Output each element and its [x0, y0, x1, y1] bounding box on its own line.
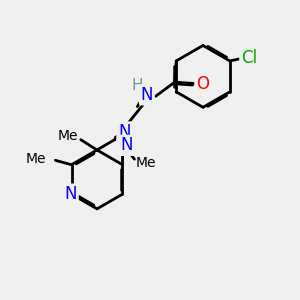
Text: N: N [140, 86, 153, 104]
Text: Me: Me [58, 129, 79, 143]
Text: N: N [121, 136, 133, 154]
Text: Cl: Cl [241, 49, 257, 67]
Text: Me: Me [136, 156, 156, 170]
Text: N: N [118, 123, 130, 141]
Text: H: H [131, 79, 143, 94]
Text: Me: Me [26, 152, 46, 166]
Text: O: O [196, 75, 209, 93]
Text: N: N [65, 185, 77, 203]
